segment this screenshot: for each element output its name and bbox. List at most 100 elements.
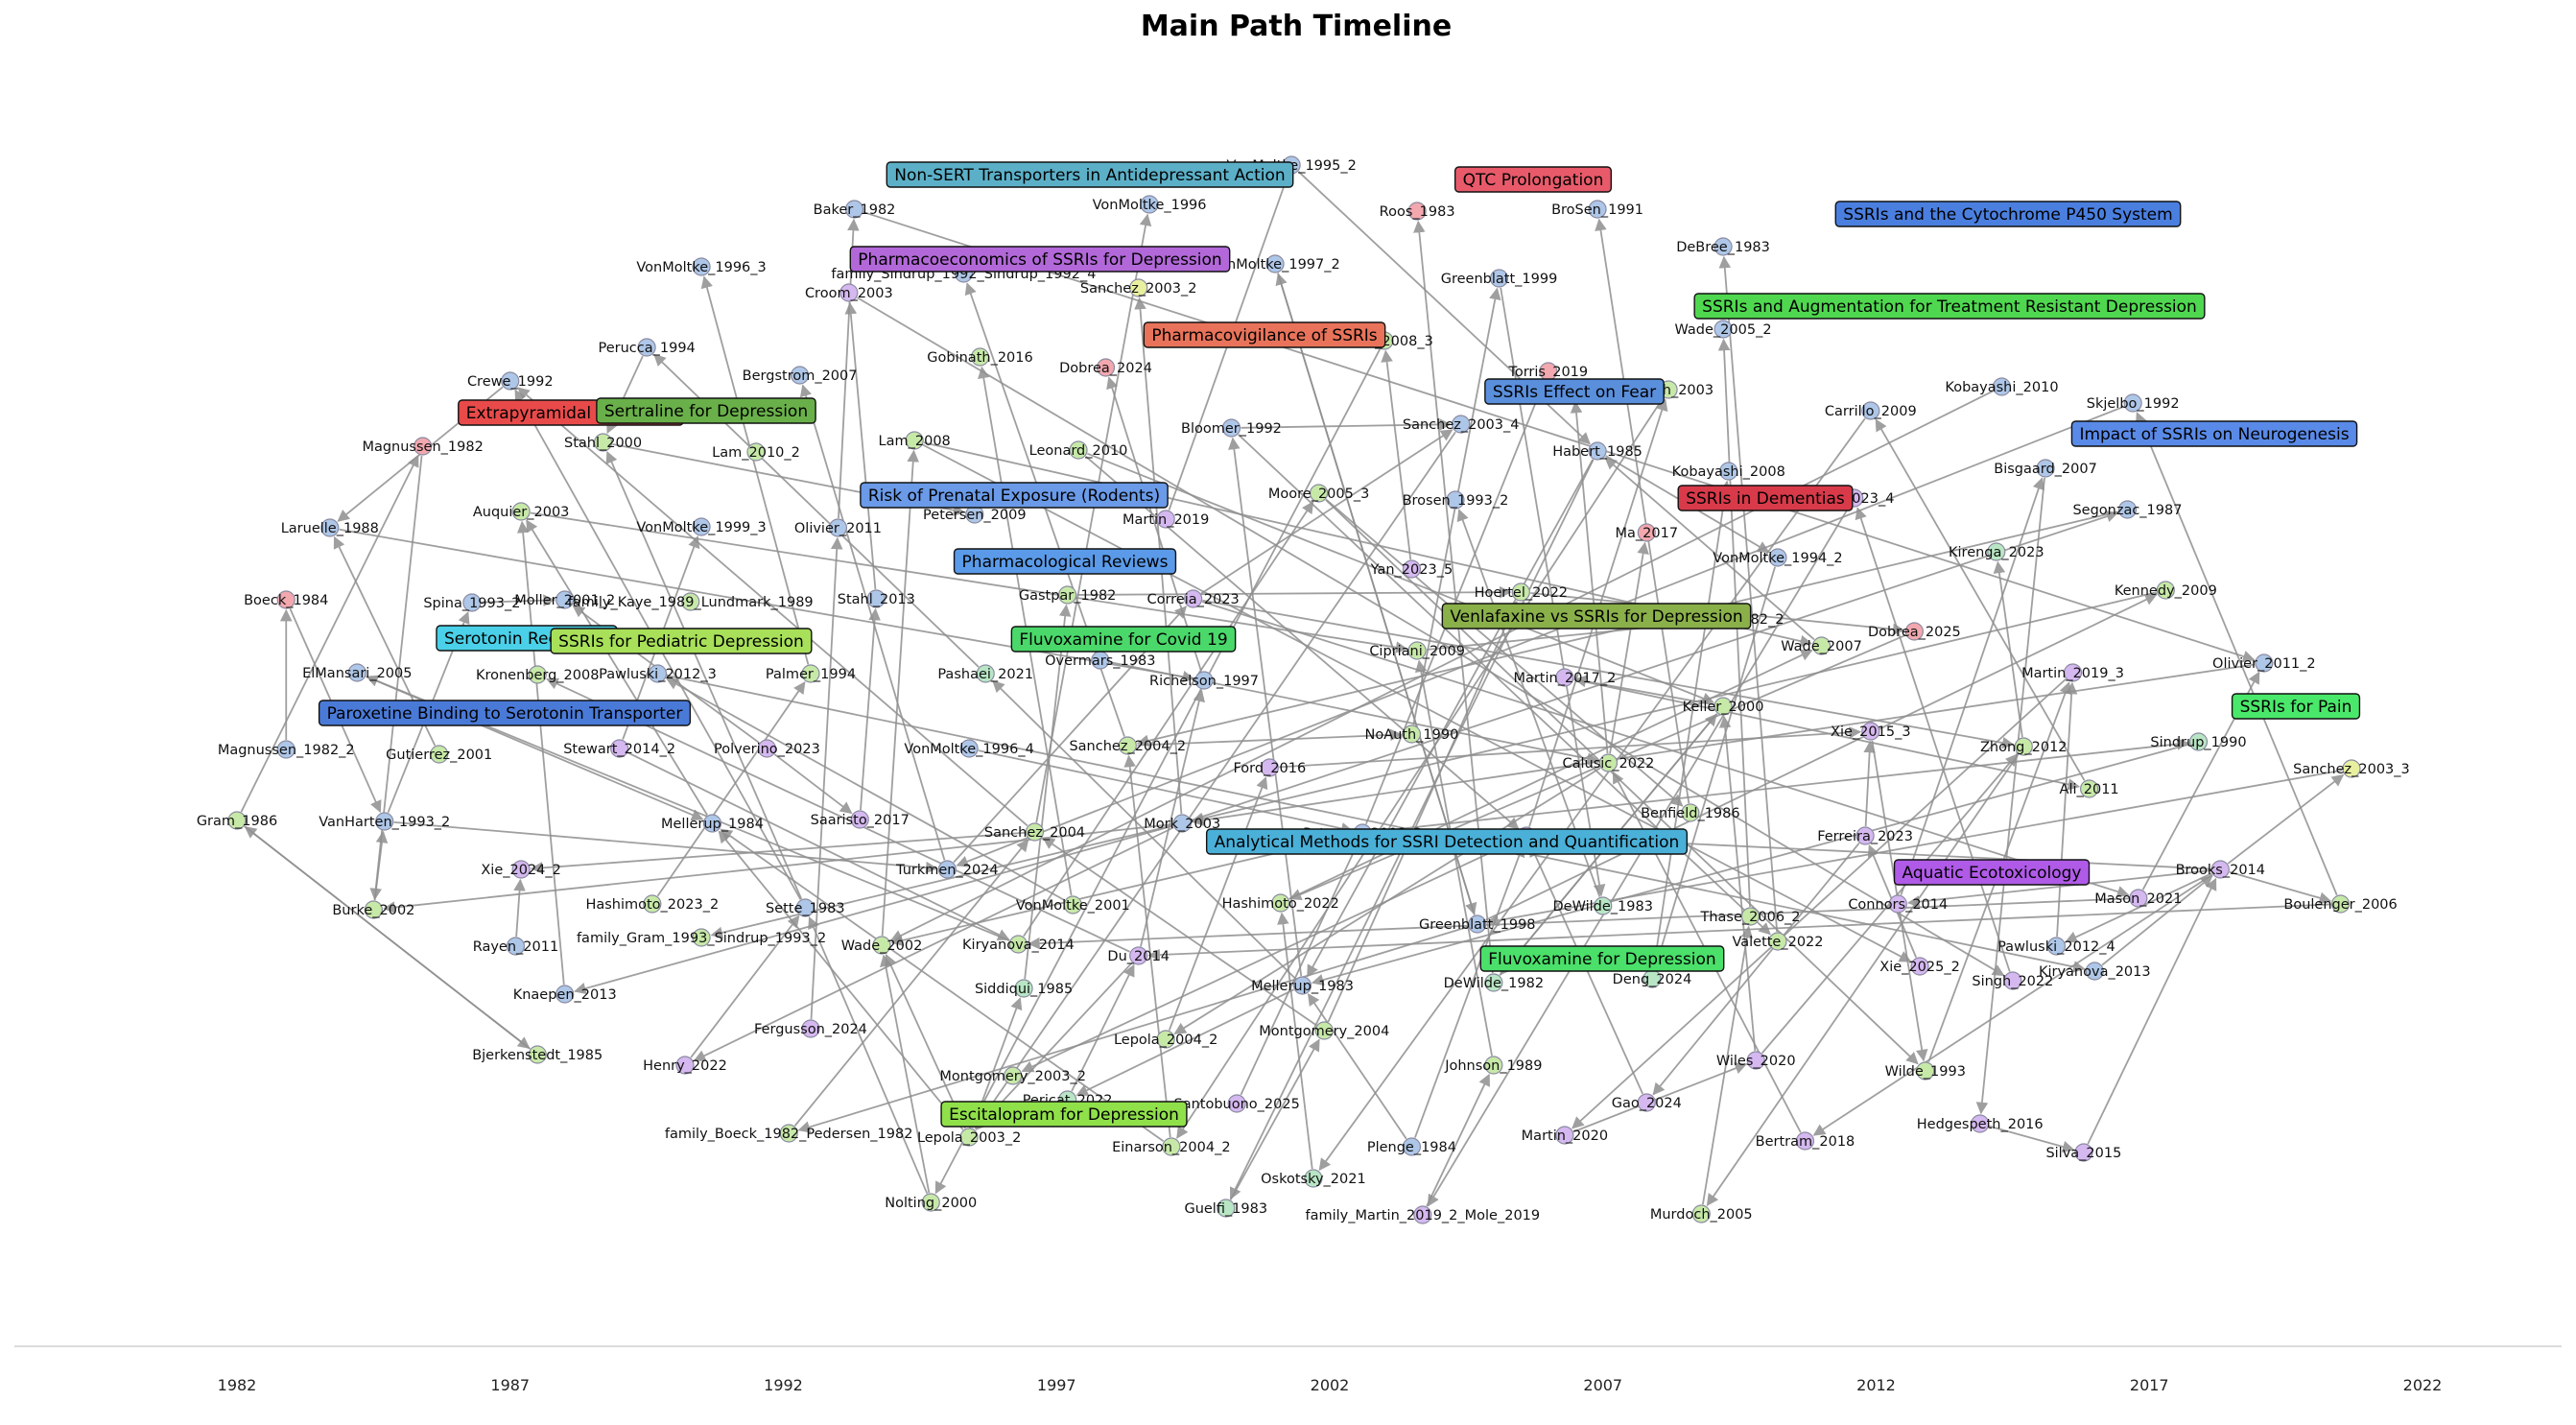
paper-node[interactable] (1888, 894, 1907, 914)
paper-node[interactable] (528, 1045, 547, 1064)
cluster-label[interactable]: Sertraline for Depression (596, 397, 816, 424)
paper-node[interactable] (1265, 254, 1285, 273)
paper-node[interactable] (1156, 510, 1175, 529)
paper-node[interactable] (1014, 979, 1033, 998)
paper-node[interactable] (1594, 896, 1613, 915)
paper-node[interactable] (2123, 393, 2142, 413)
paper-node[interactable] (1588, 441, 1607, 461)
paper-node[interactable] (1310, 484, 1329, 503)
paper-node[interactable] (1987, 542, 2006, 561)
paper-node[interactable] (905, 431, 924, 450)
paper-node[interactable] (692, 257, 711, 276)
paper-node[interactable] (1713, 697, 1733, 716)
paper-node[interactable] (1768, 548, 1787, 567)
paper-node[interactable] (414, 437, 433, 456)
cluster-label[interactable]: SSRIs and Augmentation for Treatment Res… (1693, 293, 2206, 320)
cluster-label[interactable]: Fluvoxamine for Covid 19 (1010, 626, 1237, 653)
paper-node[interactable] (839, 283, 859, 302)
paper-node[interactable] (1227, 1094, 1246, 1113)
paper-node[interactable] (2255, 653, 2274, 673)
paper-node[interactable] (1446, 490, 1465, 510)
paper-node[interactable] (610, 739, 629, 758)
paper-node[interactable] (1096, 358, 1116, 377)
paper-node[interactable] (1407, 202, 1427, 221)
cluster-label[interactable]: SSRIs and the Cytochrome P450 System (1834, 201, 2182, 227)
paper-node[interactable] (1484, 973, 1503, 992)
paper-node[interactable] (828, 518, 848, 537)
paper-node[interactable] (970, 347, 990, 367)
paper-node[interactable] (320, 518, 340, 537)
paper-node[interactable] (1407, 641, 1427, 660)
paper-node[interactable] (347, 663, 366, 682)
paper-node[interactable] (801, 1019, 820, 1038)
paper-node[interactable] (779, 1124, 798, 1143)
paper-node[interactable] (276, 590, 295, 609)
paper-node[interactable] (1172, 814, 1192, 833)
paper-node[interactable] (2003, 971, 2022, 990)
paper-node[interactable] (1713, 320, 1733, 339)
cluster-label[interactable]: Fluvoxamine for Depression (1479, 945, 1725, 972)
paper-node[interactable] (1402, 1137, 1422, 1156)
paper-node[interactable] (1861, 722, 1880, 741)
paper-node[interactable] (1555, 668, 1574, 687)
paper-node[interactable] (2330, 894, 2351, 914)
paper-node[interactable] (1008, 935, 1028, 954)
paper-node[interactable] (1140, 195, 1159, 214)
cluster-label[interactable]: Risk of Prenatal Exposure (Rodents) (860, 482, 1169, 509)
paper-node[interactable] (702, 814, 722, 833)
paper-node[interactable] (1910, 957, 1929, 976)
paper-node[interactable] (1511, 582, 1530, 602)
paper-node[interactable] (675, 1056, 695, 1075)
paper-node[interactable] (959, 739, 979, 758)
paper-node[interactable] (1795, 1131, 1815, 1151)
paper-node[interactable] (1118, 736, 1137, 755)
paper-node[interactable] (937, 860, 957, 879)
cluster-label[interactable]: Impact of SSRIs on Neurogenesis (2070, 420, 2358, 447)
paper-node[interactable] (850, 810, 869, 829)
paper-node[interactable] (364, 900, 383, 919)
paper-node[interactable] (746, 442, 766, 462)
paper-node[interactable] (511, 860, 531, 879)
paper-node[interactable] (1811, 636, 1832, 655)
paper-node[interactable] (844, 200, 864, 219)
paper-node[interactable] (2080, 779, 2099, 798)
paper-node[interactable] (866, 589, 886, 608)
paper-node[interactable] (2188, 732, 2209, 751)
paper-node[interactable] (375, 812, 394, 831)
paper-node[interactable] (1489, 269, 1509, 288)
paper-node[interactable] (1555, 1126, 1574, 1145)
cluster-label[interactable]: SSRIs Effect on Fear (1484, 378, 1665, 405)
paper-node[interactable] (1468, 914, 1487, 934)
paper-node[interactable] (462, 593, 482, 612)
paper-node[interactable] (1162, 1137, 1181, 1156)
paper-node[interactable] (795, 898, 815, 917)
paper-node[interactable] (872, 936, 891, 955)
paper-node[interactable] (1719, 462, 1738, 481)
cluster-label[interactable]: SSRIs in Dementias (1677, 485, 1854, 511)
paper-node[interactable] (681, 592, 700, 611)
paper-node[interactable] (1194, 671, 1214, 690)
cluster-label[interactable]: SSRIs for Pain (2231, 693, 2361, 720)
cluster-label[interactable]: Pharmacological Reviews (953, 548, 1177, 575)
paper-node[interactable] (2085, 962, 2104, 981)
paper-node[interactable] (757, 739, 777, 758)
paper-node[interactable] (1992, 377, 2012, 396)
paper-node[interactable] (2046, 937, 2067, 956)
paper-node[interactable] (1637, 1093, 1656, 1112)
paper-node[interactable] (2036, 459, 2055, 478)
paper-node[interactable] (1681, 803, 1700, 822)
paper-node[interactable] (2063, 663, 2083, 682)
paper-node[interactable] (1069, 440, 1088, 460)
paper-node[interactable] (430, 745, 449, 764)
cluster-label[interactable]: Analytical Methods for SSRI Detection an… (1205, 828, 1689, 855)
paper-node[interactable] (227, 811, 247, 830)
paper-node[interactable] (1904, 622, 1924, 641)
paper-node[interactable] (506, 937, 526, 956)
cluster-label[interactable]: Pharmacoeconomics of SSRIs for Depressio… (849, 246, 1231, 273)
paper-node[interactable] (1588, 200, 1607, 219)
paper-node[interactable] (801, 664, 820, 683)
paper-node[interactable] (692, 517, 711, 536)
paper-node[interactable] (1746, 1051, 1765, 1070)
paper-node[interactable] (976, 664, 995, 683)
paper-node[interactable] (1129, 278, 1148, 297)
